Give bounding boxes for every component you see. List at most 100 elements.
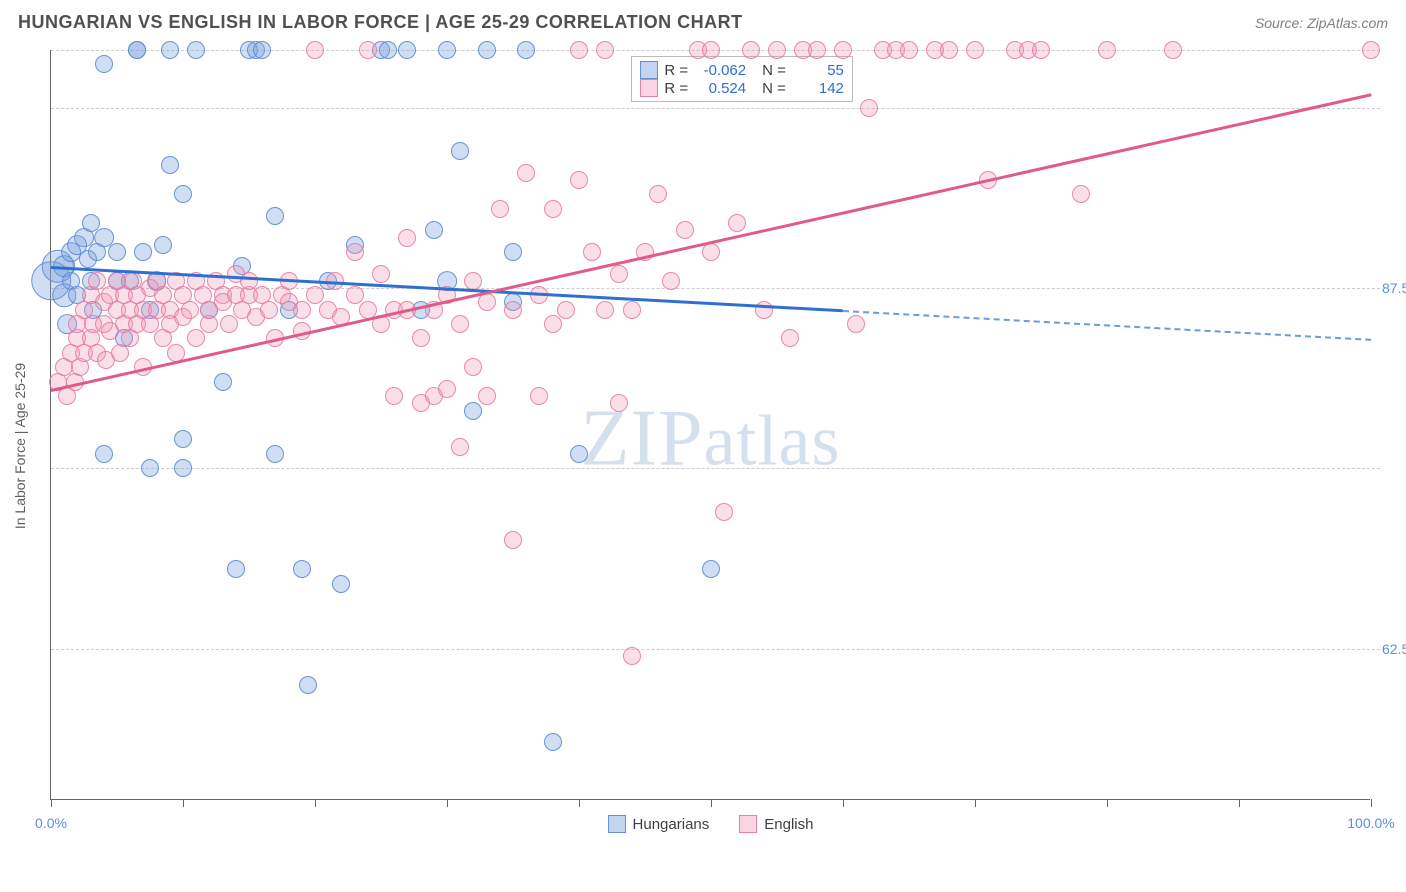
- data-point: [187, 41, 205, 59]
- data-point: [438, 41, 456, 59]
- data-point: [174, 430, 192, 448]
- data-point: [570, 41, 588, 59]
- s1-r-value: -0.062: [694, 62, 746, 79]
- data-point: [464, 272, 482, 290]
- data-point: [451, 142, 469, 160]
- chart-title: HUNGARIAN VS ENGLISH IN LABOR FORCE | AG…: [18, 12, 743, 33]
- n-label-2: N =: [762, 80, 786, 97]
- data-point: [306, 286, 324, 304]
- data-point: [95, 55, 113, 73]
- data-point: [438, 380, 456, 398]
- ytick-label: 62.5%: [1382, 641, 1406, 657]
- data-point: [504, 301, 522, 319]
- data-point: [88, 272, 106, 290]
- bottom-legend: Hungarians English: [608, 815, 814, 833]
- data-point: [346, 286, 364, 304]
- data-point: [517, 164, 535, 182]
- swatch-blue-icon: [640, 61, 658, 79]
- data-point: [834, 41, 852, 59]
- data-point: [676, 221, 694, 239]
- data-point: [596, 301, 614, 319]
- data-point: [154, 236, 172, 254]
- data-point: [412, 329, 430, 347]
- xtick: [447, 799, 448, 807]
- data-point: [379, 41, 397, 59]
- data-point: [1072, 185, 1090, 203]
- s2-r-value: 0.524: [694, 80, 746, 97]
- data-point: [728, 214, 746, 232]
- xtick: [51, 799, 52, 807]
- legend-item-hungarians: Hungarians: [608, 815, 710, 833]
- xtick: [711, 799, 712, 807]
- data-point: [293, 560, 311, 578]
- data-point: [1164, 41, 1182, 59]
- data-point: [174, 185, 192, 203]
- stats-box: R = -0.062 N = 55 R = 0.524 N = 142: [631, 56, 853, 102]
- data-point: [464, 358, 482, 376]
- s2-n-value: 142: [792, 80, 844, 97]
- xtick-label: 100.0%: [1347, 815, 1394, 831]
- data-point: [860, 99, 878, 117]
- data-point: [108, 243, 126, 261]
- legend-label-english: English: [764, 816, 813, 833]
- data-point: [128, 41, 146, 59]
- data-point: [530, 387, 548, 405]
- data-point: [808, 41, 826, 59]
- xtick: [975, 799, 976, 807]
- data-point: [451, 315, 469, 333]
- xtick: [1107, 799, 1108, 807]
- data-point: [715, 503, 733, 521]
- data-point: [596, 41, 614, 59]
- data-point: [623, 647, 641, 665]
- data-point: [306, 41, 324, 59]
- legend-label-hungarians: Hungarians: [633, 816, 710, 833]
- data-point: [161, 156, 179, 174]
- xtick: [315, 799, 316, 807]
- data-point: [253, 41, 271, 59]
- data-point: [610, 394, 628, 412]
- data-point: [161, 41, 179, 59]
- data-point: [174, 459, 192, 477]
- data-point: [768, 41, 786, 59]
- ytick-label: 87.5%: [1382, 280, 1406, 296]
- data-point: [398, 41, 416, 59]
- data-point: [1098, 41, 1116, 59]
- data-point: [220, 315, 238, 333]
- data-point: [966, 41, 984, 59]
- data-point: [781, 329, 799, 347]
- plot-area: ZIPatlas R = -0.062 N = 55 R = 0.524 N =…: [50, 50, 1370, 800]
- data-point: [742, 41, 760, 59]
- data-point: [451, 438, 469, 456]
- r-label-2: R =: [664, 80, 688, 97]
- data-point: [570, 445, 588, 463]
- data-point: [847, 315, 865, 333]
- data-point: [260, 301, 278, 319]
- data-point: [557, 301, 575, 319]
- data-point: [504, 531, 522, 549]
- data-point: [141, 459, 159, 477]
- xtick: [579, 799, 580, 807]
- data-point: [95, 445, 113, 463]
- data-point: [491, 200, 509, 218]
- xtick: [843, 799, 844, 807]
- data-point: [623, 301, 641, 319]
- data-point: [359, 41, 377, 59]
- data-point: [570, 171, 588, 189]
- data-point: [266, 207, 284, 225]
- trend-line: [51, 93, 1372, 392]
- data-point: [702, 41, 720, 59]
- r-label: R =: [664, 62, 688, 79]
- data-point: [227, 560, 245, 578]
- stats-row-hungarians: R = -0.062 N = 55: [640, 61, 844, 79]
- xtick-label: 0.0%: [35, 815, 67, 831]
- data-point: [940, 41, 958, 59]
- source-label: Source: ZipAtlas.com: [1255, 15, 1388, 31]
- data-point: [1032, 41, 1050, 59]
- data-point: [610, 265, 628, 283]
- data-point: [372, 265, 390, 283]
- y-axis-label: In Labor Force | Age 25-29: [12, 363, 28, 529]
- legend-item-english: English: [739, 815, 813, 833]
- gridline: [51, 649, 1380, 650]
- stats-row-english: R = 0.524 N = 142: [640, 79, 844, 97]
- data-point: [332, 575, 350, 593]
